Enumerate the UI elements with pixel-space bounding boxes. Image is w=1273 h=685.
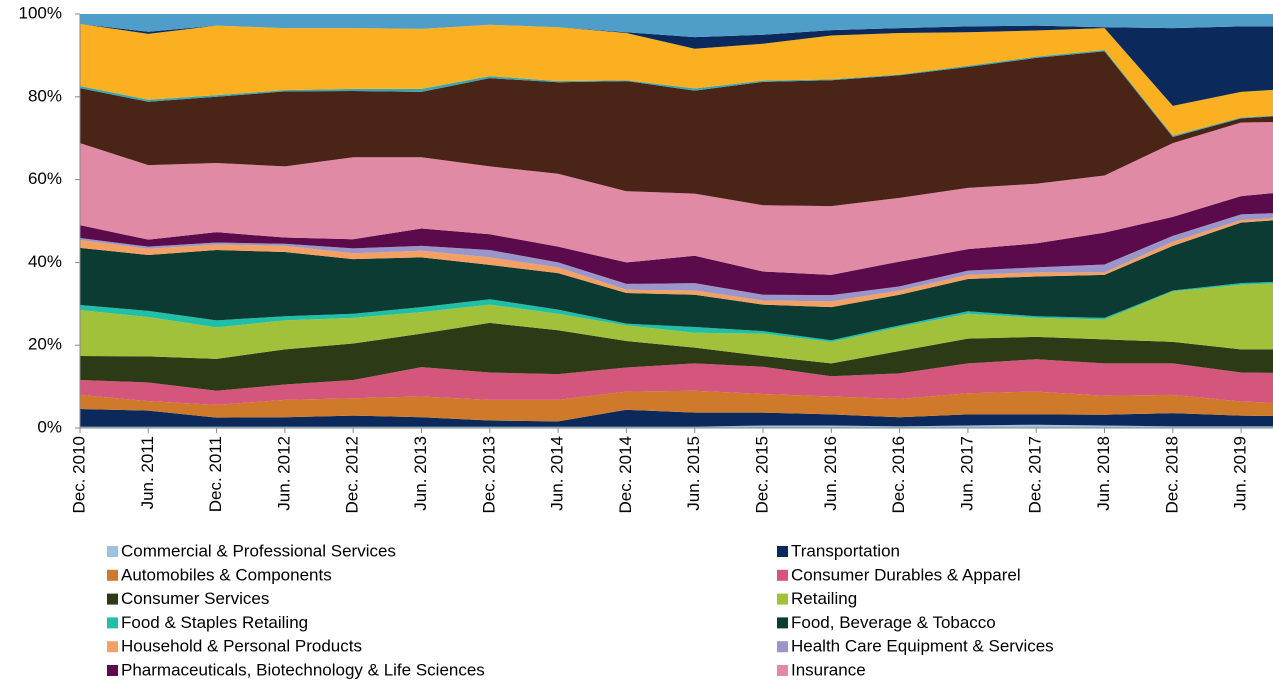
legend-swatch bbox=[777, 569, 788, 581]
legend-swatch bbox=[777, 546, 788, 557]
area bbox=[80, 322, 1273, 391]
area bbox=[80, 51, 1273, 207]
area bbox=[80, 359, 1273, 405]
legend-label: Consumer Services bbox=[121, 589, 269, 608]
legend-label: Consumer Durables & Apparel bbox=[791, 565, 1021, 584]
legend-label: Commercial & Professional Services bbox=[121, 541, 396, 560]
legend-swatch bbox=[107, 593, 118, 605]
legend-swatch bbox=[777, 617, 788, 629]
x-tick-label: Jun. 2012 bbox=[274, 436, 293, 511]
y-tick-label: 0% bbox=[37, 417, 62, 436]
y-tick-label: 20% bbox=[28, 335, 62, 354]
legend-label: Transportation bbox=[791, 541, 900, 560]
x-tick-label: Dec. 2012 bbox=[343, 436, 362, 514]
area bbox=[80, 424, 1273, 428]
legend-swatch bbox=[107, 641, 118, 653]
area bbox=[80, 220, 1273, 341]
area bbox=[80, 193, 1273, 296]
area bbox=[80, 23, 1273, 106]
legend-label: Food, Beverage & Tobacco bbox=[791, 613, 996, 632]
x-tick-label: Dec. 2010 bbox=[69, 436, 88, 514]
x-tick-label: Dec. 2016 bbox=[889, 436, 908, 514]
legend-swatch bbox=[777, 665, 788, 676]
plot-area bbox=[80, 14, 1273, 428]
y-tick-label: 40% bbox=[28, 252, 62, 271]
x-tick-label: Jun. 2019 bbox=[1231, 436, 1250, 511]
legend-swatch bbox=[777, 593, 788, 605]
legend-swatch bbox=[107, 665, 118, 676]
x-tick-label: Dec. 2014 bbox=[616, 436, 635, 514]
y-tick-label: 60% bbox=[28, 169, 62, 188]
legend-label: Health Care Equipment & Services bbox=[791, 637, 1054, 656]
x-tick-label: Jun. 2015 bbox=[684, 436, 703, 511]
legend-label: Retailing bbox=[791, 589, 857, 608]
legend-label: Household & Personal Products bbox=[121, 637, 362, 656]
area bbox=[80, 14, 1273, 38]
x-tick-label: Dec. 2018 bbox=[1162, 436, 1181, 514]
area bbox=[80, 281, 1273, 342]
x-tick-label: Dec. 2013 bbox=[479, 436, 498, 514]
legend-label: Automobiles & Components bbox=[121, 565, 332, 584]
x-tick-label: Dec. 2015 bbox=[752, 436, 771, 514]
legend-swatch bbox=[107, 617, 118, 629]
x-tick-label: Jun. 2014 bbox=[548, 436, 567, 511]
legend-label: Pharmaceuticals, Biotechnology & Life Sc… bbox=[121, 660, 485, 679]
area bbox=[80, 408, 1273, 427]
x-tick-label: Dec. 2011 bbox=[206, 436, 225, 512]
area bbox=[80, 283, 1273, 364]
legend-label: Insurance bbox=[791, 660, 866, 679]
x-tick-label: Jun. 2013 bbox=[411, 436, 430, 511]
x-tick-label: Jun. 2016 bbox=[821, 436, 840, 511]
legend-label: Food & Staples Retailing bbox=[121, 613, 308, 632]
y-tick-label: 80% bbox=[28, 86, 62, 105]
legend-swatch bbox=[777, 641, 788, 653]
x-tick-label: Jun. 2018 bbox=[1094, 436, 1113, 511]
axes: 0% 20% 40% 60% 80% 100% Dec. 2010 Jun. 2011 Dec.… bbox=[19, 3, 1273, 679]
legend-swatch bbox=[107, 569, 118, 581]
area bbox=[80, 122, 1273, 275]
area bbox=[80, 213, 1273, 302]
area bbox=[80, 390, 1273, 422]
y-tick-label: 100% bbox=[19, 3, 62, 22]
x-tick-label: Jun. 2011 bbox=[138, 436, 157, 509]
x-tick-label: Jun. 2017 bbox=[957, 436, 976, 511]
x-tick-label: Dec. 2017 bbox=[1026, 436, 1045, 514]
area bbox=[80, 23, 1273, 136]
legend-swatch bbox=[107, 546, 118, 557]
